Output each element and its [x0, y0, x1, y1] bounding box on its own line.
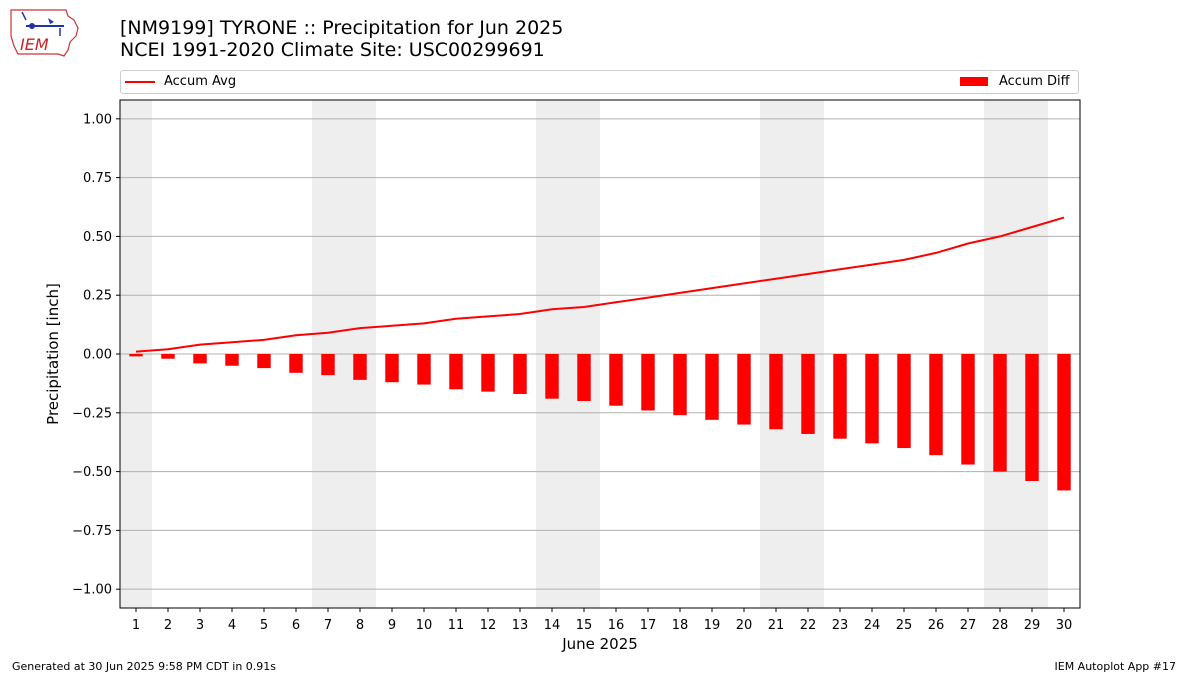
x-tick-label: 20	[736, 618, 753, 633]
bar-day-27	[961, 354, 975, 465]
x-tick-label: 11	[448, 618, 465, 633]
legend: Accum Avg Accum Diff	[120, 70, 1079, 94]
bar-day-18	[673, 354, 687, 416]
x-tick-label: 6	[292, 618, 300, 633]
x-tick-label: 13	[512, 618, 529, 633]
bar-day-21	[769, 354, 783, 430]
bar-day-8	[353, 354, 367, 380]
x-tick-label: 15	[576, 618, 593, 633]
bar-day-26	[929, 354, 943, 456]
x-axis-ticks: 1 2 3 4 5 6 7 8 9 10 11 12 13 14 15 16 17 18 19 20 21 22 23 24 2…	[132, 608, 1072, 633]
plot-frame	[119, 99, 1081, 609]
bar-day-11	[449, 354, 463, 390]
x-tick-label: 30	[1056, 618, 1073, 633]
x-tick-label: 17	[640, 618, 657, 633]
x-tick-label: 28	[992, 618, 1009, 633]
x-tick-label: 21	[768, 618, 785, 633]
x-tick-label: 9	[388, 618, 396, 633]
bar-day-20	[737, 354, 751, 425]
y-tick-label: −0.25	[72, 406, 112, 421]
bar-day-24	[865, 354, 879, 444]
x-tick-label: 8	[356, 618, 364, 633]
bar-day-4	[225, 354, 239, 366]
bar-day-23	[833, 354, 847, 439]
y-axis-label: Precipitation [inch]	[44, 283, 62, 425]
y-tick-label: 0.25	[83, 289, 112, 304]
bar-day-13	[513, 354, 527, 394]
weekend-band-5	[984, 100, 1048, 608]
grid-lines	[120, 118, 1080, 590]
iem-logo: IEM	[10, 9, 79, 57]
y-tick-label: 0.00	[83, 348, 112, 363]
bar-day-28	[993, 354, 1007, 472]
legend-label-accum-avg: Accum Avg	[164, 74, 237, 89]
bar-day-16	[609, 354, 623, 406]
weekend-band-1	[120, 100, 152, 608]
weekend-shading	[120, 100, 1048, 608]
bar-day-17	[641, 354, 655, 411]
bar-day-19	[705, 354, 719, 420]
x-tick-label: 19	[704, 618, 721, 633]
x-tick-label: 29	[1024, 618, 1041, 633]
x-tick-label: 10	[416, 618, 433, 633]
bar-day-2	[161, 354, 175, 359]
bar-day-15	[577, 354, 591, 402]
footer-generated: Generated at 30 Jun 2025 9:58 PM CDT in …	[12, 660, 277, 673]
weekend-band-4	[760, 100, 824, 608]
y-tick-label: −0.75	[72, 524, 112, 539]
legend-line-swatch	[125, 81, 155, 83]
bar-day-30	[1057, 354, 1071, 491]
x-axis-label: June 2025	[561, 635, 638, 653]
x-tick-label: 16	[608, 618, 625, 633]
accum-diff-bars	[129, 354, 1071, 491]
legend-bar-swatch	[960, 77, 988, 86]
y-tick-label: 1.00	[83, 112, 112, 127]
weekend-band-2	[312, 100, 376, 608]
x-tick-label: 7	[324, 618, 332, 633]
x-tick-label: 24	[864, 618, 881, 633]
bar-day-7	[321, 354, 335, 376]
logo-text: IEM	[20, 35, 49, 54]
y-tick-label: 0.75	[83, 171, 112, 186]
x-tick-label: 22	[800, 618, 817, 633]
x-tick-label: 25	[896, 618, 913, 633]
bar-day-12	[481, 354, 495, 392]
y-axis-ticks: −1.00 −0.75 −0.50 −0.25 0.00 0.25 0.50 0.75 1.00	[72, 112, 120, 598]
bar-day-10	[417, 354, 431, 385]
bar-day-29	[1025, 354, 1039, 481]
x-tick-label: 2	[164, 618, 172, 633]
x-tick-label: 14	[544, 618, 561, 633]
x-tick-label: 3	[196, 618, 204, 633]
weekend-band-3	[536, 100, 600, 608]
bar-day-9	[385, 354, 399, 383]
accum-avg-line	[135, 216, 1065, 353]
x-tick-label: 18	[672, 618, 689, 633]
bar-day-25	[897, 354, 911, 449]
bar-day-3	[193, 354, 207, 364]
y-tick-label: −0.50	[72, 465, 112, 480]
x-tick-label: 1	[132, 618, 140, 633]
y-tick-label: 0.50	[83, 230, 112, 245]
x-tick-label: 12	[480, 618, 497, 633]
x-tick-label: 23	[832, 618, 849, 633]
bar-day-14	[545, 354, 559, 399]
x-tick-label: 4	[228, 618, 236, 633]
x-tick-label: 26	[928, 618, 945, 633]
chart-subtitle: NCEI 1991-2020 Climate Site: USC00299691	[120, 39, 545, 61]
footer-app-id: IEM Autoplot App #17	[1054, 660, 1177, 673]
bar-day-22	[801, 354, 815, 434]
legend-label-accum-diff: Accum Diff	[999, 74, 1070, 89]
x-tick-label: 5	[260, 618, 268, 633]
bar-day-6	[289, 354, 303, 373]
bar-day-5	[257, 354, 271, 369]
x-tick-label: 27	[960, 618, 977, 633]
bar-day-1	[129, 354, 143, 357]
chart-title: [NM9199] TYRONE :: Precipitation for Jun…	[120, 17, 564, 39]
y-tick-label: −1.00	[72, 583, 112, 598]
